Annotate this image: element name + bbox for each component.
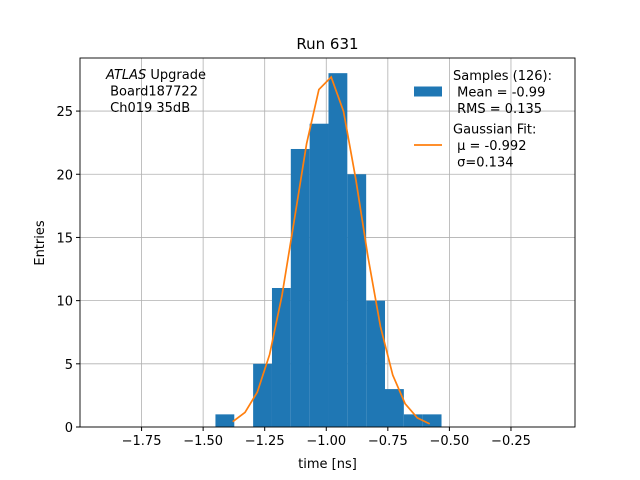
chart-title: Run 631 (296, 35, 358, 53)
x-tick-label: −0.25 (491, 434, 531, 449)
histogram-bar (328, 73, 348, 428)
y-tick-label: 25 (56, 105, 73, 120)
plot-frame (79, 57, 576, 428)
histogram-bar (385, 389, 404, 427)
y-tick-label: 0 (65, 421, 73, 436)
x-tick-label: −0.50 (429, 434, 469, 449)
legend-swatch (414, 86, 442, 97)
histogram-bar (366, 300, 386, 427)
x-tick-label: −1.00 (306, 434, 346, 449)
annotation-part: Board187722 (106, 85, 198, 100)
y-axis-label: Entries (33, 220, 48, 266)
histogram-bar (290, 148, 310, 427)
x-tick-label: −1.25 (245, 434, 285, 449)
legend-label: Samples (126): Mean = -0.99 RMS = 0.135 (453, 69, 552, 117)
histogram-bar (422, 414, 442, 427)
histogram-bar (403, 414, 423, 427)
annotation-part: Ch019 35dB (106, 101, 190, 116)
histogram-bar (347, 174, 367, 427)
y-tick-label: 5 (65, 358, 73, 373)
annotation-part: ATLAS (105, 68, 146, 83)
annotation: Board187722 (106, 85, 198, 100)
y-tick-label: 20 (56, 168, 73, 183)
y-tick-label: 10 (56, 295, 73, 310)
x-tick-label: −1.75 (122, 434, 162, 449)
annotation: ATLAS Upgrade (105, 68, 206, 83)
legend-label: Gaussian Fit: μ = -0.992 σ=0.134 (453, 123, 536, 171)
histogram-bar (215, 414, 235, 427)
x-tick-label: −0.75 (368, 434, 408, 449)
x-tick-label: −1.50 (183, 434, 223, 449)
histogram-bar (253, 363, 272, 427)
annotation-part: Upgrade (146, 68, 206, 83)
histogram-bar (309, 123, 329, 427)
annotation: Ch019 35dB (106, 101, 190, 116)
histogram-bar (271, 287, 291, 427)
fit-curve (232, 75, 431, 425)
y-tick-label: 15 (56, 231, 73, 246)
x-axis-label: time [ns] (298, 457, 357, 472)
